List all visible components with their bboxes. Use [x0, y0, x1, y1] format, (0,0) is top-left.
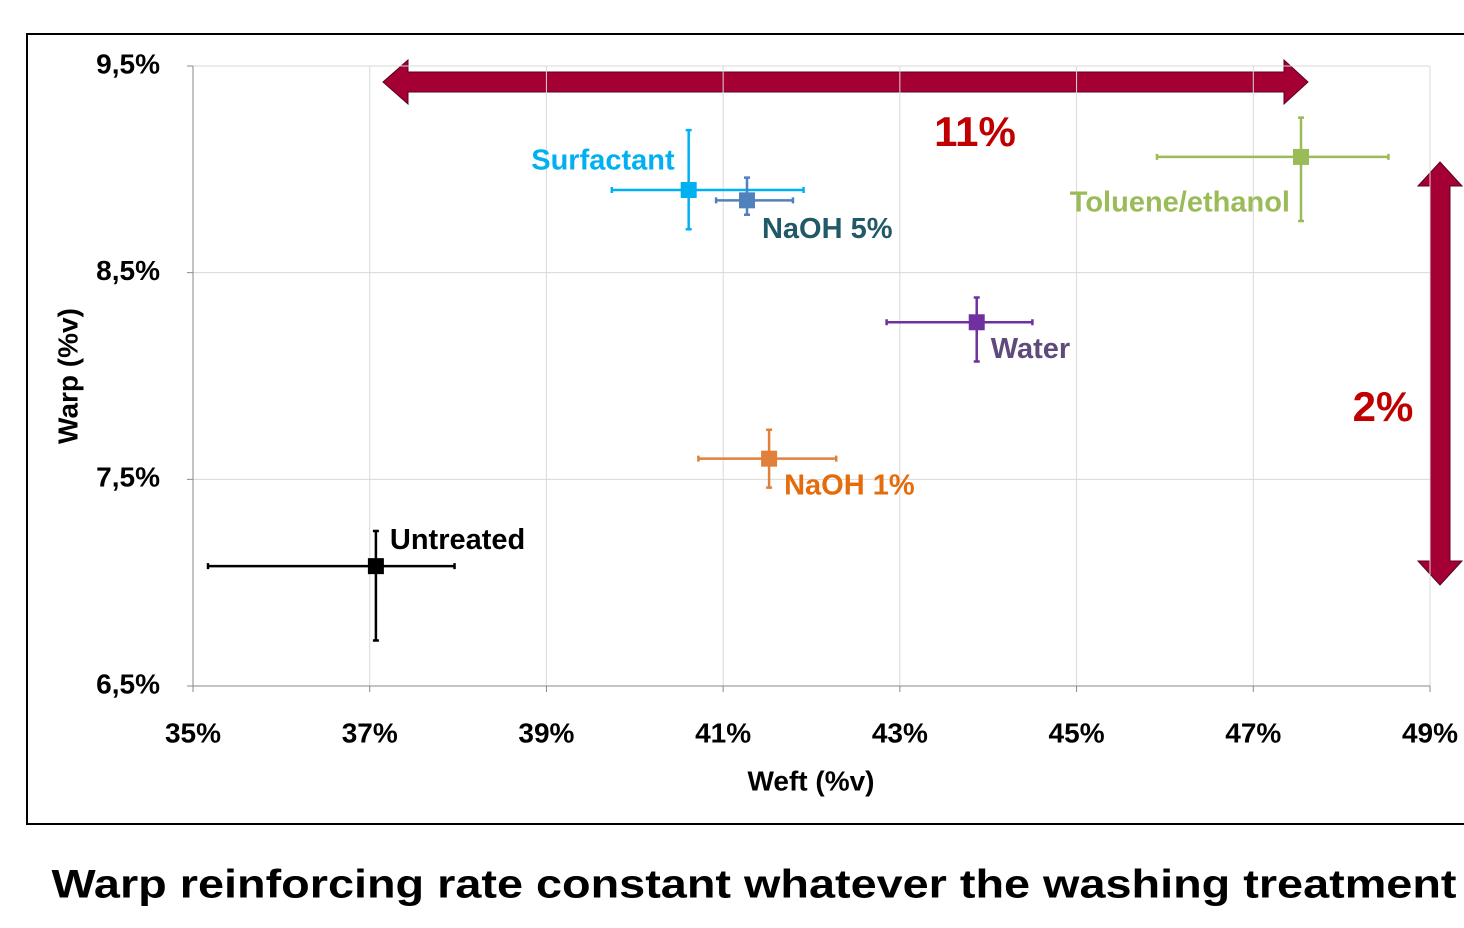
x-tick-label: 49%: [1402, 717, 1458, 748]
x-error-bar: [885, 319, 1034, 326]
point: [968, 314, 985, 331]
y-error-bar: [372, 529, 379, 642]
x-tick-label: 39%: [518, 717, 574, 748]
point-label: Untreated: [390, 524, 525, 556]
point-label: NaOH 5%: [762, 213, 893, 245]
point: [738, 192, 755, 209]
y-tick-label: 6,5%: [96, 668, 160, 699]
annotation: 2%: [1353, 383, 1414, 430]
x-tick-label: 41%: [695, 717, 751, 748]
horizontal-arrow: [382, 58, 1309, 106]
point: [680, 182, 697, 198]
chart-title: Warp reinforcing rate constant whatever …: [52, 863, 1457, 907]
annotation: 11%: [934, 108, 1016, 155]
x-tick-label: 45%: [1049, 717, 1105, 748]
y-tick-label: 7,5%: [96, 462, 160, 493]
x-tick-label: 35%: [165, 717, 221, 748]
y-error-bar: [1298, 116, 1304, 223]
y-axis-label: Warp (%v): [52, 308, 83, 444]
y-tick-label: 9,5%: [96, 48, 160, 79]
point-label: NaOH 1%: [784, 469, 915, 501]
x-tick-label: 37%: [342, 717, 398, 748]
point: [761, 450, 778, 467]
x-error-bar: [206, 563, 456, 570]
point-label: Surfactant: [531, 145, 675, 177]
chart-frame: [26, 33, 1464, 825]
x-tick-label: 47%: [1225, 717, 1281, 748]
x-tick-label: 43%: [872, 717, 928, 748]
x-error-bar: [1155, 153, 1390, 160]
x-axis-label: Weft (%v): [747, 765, 874, 796]
point-label: Water: [991, 333, 1070, 365]
y-error-bar: [685, 128, 692, 231]
vertical-arrow: [1416, 161, 1464, 586]
point: [367, 558, 384, 575]
point: [1292, 148, 1309, 165]
point-label: Toluene/ethanol: [1070, 187, 1290, 219]
y-tick-label: 8,5%: [96, 255, 160, 286]
x-error-bar: [610, 187, 805, 193]
